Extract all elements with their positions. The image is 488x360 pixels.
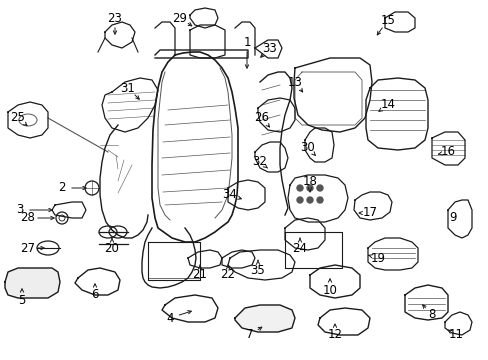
Text: 27: 27 bbox=[20, 242, 36, 255]
Polygon shape bbox=[5, 268, 60, 298]
Text: 21: 21 bbox=[192, 269, 207, 282]
Text: 31: 31 bbox=[121, 81, 135, 94]
Text: 24: 24 bbox=[292, 242, 307, 255]
Text: 35: 35 bbox=[250, 264, 265, 276]
Circle shape bbox=[296, 197, 303, 203]
Text: 1: 1 bbox=[243, 36, 250, 49]
Text: 19: 19 bbox=[370, 252, 385, 265]
Text: 28: 28 bbox=[20, 211, 35, 225]
Text: 14: 14 bbox=[380, 99, 395, 112]
Text: 4: 4 bbox=[166, 311, 173, 324]
Text: 18: 18 bbox=[302, 175, 317, 189]
Text: 17: 17 bbox=[362, 207, 377, 220]
Text: 8: 8 bbox=[427, 309, 435, 321]
Text: 16: 16 bbox=[440, 145, 454, 158]
Text: 11: 11 bbox=[447, 328, 463, 342]
Text: 9: 9 bbox=[448, 211, 456, 225]
Text: 20: 20 bbox=[104, 242, 119, 255]
Text: 22: 22 bbox=[220, 269, 235, 282]
Text: 29: 29 bbox=[172, 12, 187, 24]
Text: 34: 34 bbox=[222, 189, 237, 202]
Circle shape bbox=[306, 197, 312, 203]
Text: 33: 33 bbox=[262, 41, 277, 54]
Circle shape bbox=[316, 185, 323, 191]
Text: 2: 2 bbox=[58, 181, 65, 194]
Circle shape bbox=[296, 185, 303, 191]
Text: 26: 26 bbox=[254, 112, 269, 125]
Circle shape bbox=[316, 197, 323, 203]
Circle shape bbox=[306, 185, 312, 191]
Text: 30: 30 bbox=[300, 141, 315, 154]
Text: 7: 7 bbox=[246, 328, 253, 342]
Text: 6: 6 bbox=[91, 288, 99, 301]
Text: 5: 5 bbox=[18, 293, 26, 306]
Text: 13: 13 bbox=[287, 76, 302, 89]
Text: 12: 12 bbox=[327, 328, 342, 342]
Polygon shape bbox=[235, 305, 294, 332]
Text: 23: 23 bbox=[107, 12, 122, 24]
Text: 15: 15 bbox=[380, 13, 395, 27]
Text: 32: 32 bbox=[252, 156, 267, 168]
Text: 3: 3 bbox=[16, 203, 23, 216]
Text: 25: 25 bbox=[11, 112, 25, 125]
Text: 10: 10 bbox=[322, 284, 337, 297]
